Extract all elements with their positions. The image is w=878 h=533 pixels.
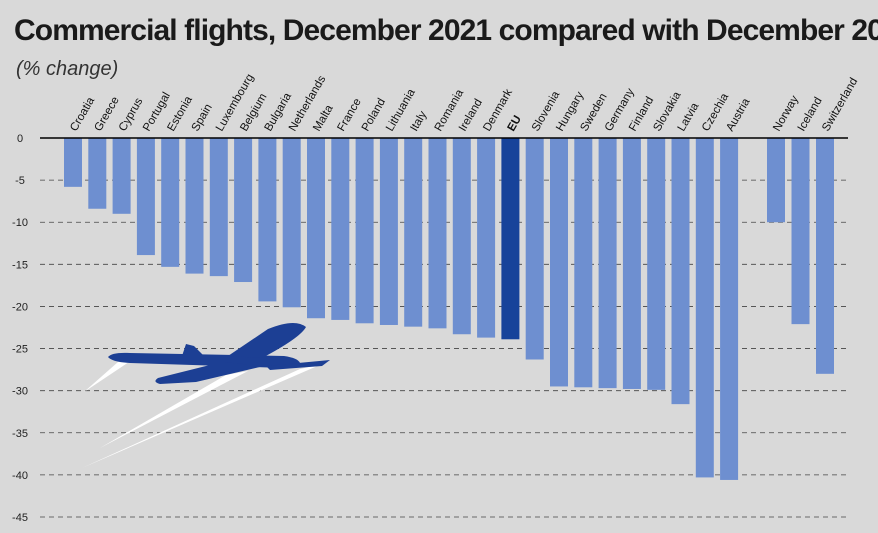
bar-czechia: [695, 138, 714, 478]
bar-germany: [598, 138, 617, 389]
airplane-illustration: [82, 322, 330, 468]
bar-slovakia: [647, 138, 666, 390]
bar-lithuania: [379, 138, 398, 325]
y-tick-label: -45: [12, 512, 28, 524]
bar-poland: [355, 138, 374, 324]
bars: [64, 138, 834, 480]
y-tick-label: -10: [12, 217, 28, 229]
bar-eu: [501, 138, 520, 340]
category-label: Malta: [311, 103, 336, 134]
bar-italy: [404, 138, 423, 327]
bar-luxembourg: [209, 138, 228, 277]
bar-croatia: [64, 138, 82, 187]
bar-spain: [185, 138, 204, 274]
bar-estonia: [161, 138, 180, 267]
category-label: Latvia: [676, 100, 702, 133]
chart-title: Commercial flights, December 2021 compar…: [14, 14, 878, 47]
y-tick-label: 0: [17, 133, 23, 145]
y-tick-label: -15: [12, 259, 28, 271]
bar-switzerland: [816, 138, 834, 374]
category-label: Spain: [190, 102, 215, 133]
contrail-2: [100, 371, 248, 448]
bar-belgium: [234, 138, 253, 283]
bar-iceland: [791, 138, 810, 325]
contrail-1: [84, 358, 135, 392]
bar-finland: [622, 138, 641, 389]
bar-romania: [428, 138, 447, 329]
contrail-3: [82, 364, 322, 468]
category-label: EU: [506, 114, 524, 134]
y-tick-label: -35: [12, 428, 28, 440]
airplane-icon: [108, 322, 330, 384]
y-tick-label: -5: [15, 175, 25, 187]
y-tick-label: -40: [12, 470, 28, 482]
chart-subtitle: (% change): [16, 58, 119, 80]
bar-latvia: [671, 138, 690, 405]
y-tick-label: -30: [12, 386, 28, 398]
bar-portugal: [136, 138, 155, 256]
y-axis-ticks: 0 -5 -10 -15 -20 -25 -30 -35 -40 -45: [12, 133, 28, 524]
bar-austria: [720, 138, 739, 480]
bar-malta: [307, 138, 325, 319]
bar-norway: [767, 138, 785, 223]
y-tick-label: -20: [12, 301, 28, 313]
bar-france: [331, 138, 350, 320]
bar-denmark: [477, 138, 496, 338]
y-tick-label: -25: [12, 344, 28, 356]
bar-ireland: [452, 138, 471, 335]
bar-hungary: [550, 138, 568, 387]
bar-netherlands: [282, 138, 301, 308]
bar-bulgaria: [258, 138, 277, 302]
bar-greece: [88, 138, 107, 209]
category-label: Italy: [408, 109, 429, 133]
category-label: Switzerland: [820, 76, 860, 133]
bar-sweden: [574, 138, 593, 388]
bar-slovenia: [525, 138, 544, 360]
bar-cyprus: [112, 138, 131, 214]
